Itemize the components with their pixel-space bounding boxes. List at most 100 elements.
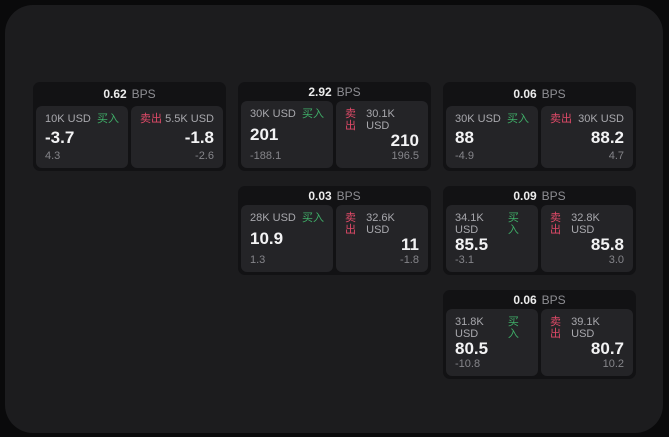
buy-price: 201 [250, 125, 279, 144]
buy-label: 买入 [302, 212, 324, 224]
buy-panel-top: 31.8K USD 买入 [455, 316, 529, 340]
buy-quote-panel[interactable]: 10K USD 买入 -3.7 4.3 [36, 106, 128, 168]
buy-panel-top: 30K USD 买入 [455, 113, 529, 125]
buy-label: 买入 [97, 113, 119, 125]
sell-panel-top: 卖出 32.6K USD [345, 212, 419, 236]
buy-price: 80.5 [455, 339, 489, 358]
sell-quote-panel[interactable]: 卖出 32.8K USD 85.8 3.0 [541, 205, 633, 272]
sell-price: 210 [390, 131, 419, 150]
quote-card: 2.92 BPS 30K USD 买入 201 -188.1 卖出 30.1K … [238, 82, 431, 171]
bps-value: 0.03 [308, 188, 332, 203]
buy-sub-value: -3.1 [455, 254, 474, 266]
sell-price: -1.8 [184, 127, 214, 147]
sell-quote-panel[interactable]: 卖出 30.1K USD 210 196.5 [336, 101, 428, 168]
sell-amount-label: 32.6K USD [366, 212, 395, 236]
buy-sub-value: 1.3 [250, 254, 266, 266]
cards-grid: 0.62 BPS 10K USD 买入 -3.7 4.3 卖出 5.5K USD… [33, 82, 636, 379]
card-header: 0.03 BPS [238, 186, 431, 205]
card-header: 0.09 BPS [443, 186, 636, 205]
bps-value: 0.06 [513, 87, 537, 101]
sell-price: 85.8 [590, 235, 624, 254]
sell-amount-label: 32.8K USD [571, 212, 600, 236]
sell-panel-top: 卖出 5.5K USD [140, 113, 214, 125]
buy-amount-label: 30K USD [455, 113, 501, 125]
buy-sub-value: -4.9 [455, 150, 474, 162]
buy-quote-panel[interactable]: 31.8K USD 买入 80.5 -10.8 [446, 309, 538, 376]
bps-value: 0.06 [513, 292, 537, 307]
sell-label: 卖出 [550, 316, 561, 340]
buy-amount-label: 31.8K USD [455, 316, 484, 340]
bps-unit: BPS [541, 292, 566, 307]
sell-quote-panel[interactable]: 卖出 30K USD 88.2 4.7 [541, 106, 633, 168]
sell-price: 88.2 [590, 127, 624, 147]
quotes-panel: 0.62 BPS 10K USD 买入 -3.7 4.3 卖出 5.5K USD… [5, 5, 663, 433]
buy-amount-label: 28K USD [250, 212, 296, 224]
sell-amount-label: 39.1K USD [571, 316, 600, 340]
sell-panel-top: 卖出 32.8K USD [550, 212, 624, 236]
sell-amount-label: 5.5K USD [165, 113, 214, 125]
bps-value: 2.92 [308, 84, 332, 99]
quote-panels: 28K USD 买入 10.9 1.3 卖出 32.6K USD 11 -1.8 [238, 205, 431, 275]
bps-unit: BPS [336, 188, 361, 203]
card-header: 0.62 BPS [33, 82, 226, 106]
sell-label: 卖出 [345, 108, 356, 132]
quote-panels: 30K USD 买入 88 -4.9 卖出 30K USD 88.2 4.7 [443, 106, 636, 171]
buy-panel-top: 28K USD 买入 [250, 212, 324, 224]
bps-value: 0.09 [513, 188, 537, 203]
buy-price: 10.9 [250, 229, 284, 248]
buy-label: 买入 [507, 316, 519, 340]
buy-quote-panel[interactable]: 34.1K USD 买入 85.5 -3.1 [446, 205, 538, 272]
bps-value: 0.62 [103, 87, 127, 101]
sell-quote-panel[interactable]: 卖出 5.5K USD -1.8 -2.6 [131, 106, 223, 168]
quote-panels: 34.1K USD 买入 85.5 -3.1 卖出 32.8K USD 85.8… [443, 205, 636, 275]
buy-panel-top: 30K USD 买入 [250, 108, 324, 120]
buy-quote-panel[interactable]: 30K USD 买入 201 -188.1 [241, 101, 333, 168]
quote-card: 0.09 BPS 34.1K USD 买入 85.5 -3.1 卖出 32.8K… [443, 186, 636, 275]
sell-sub-value: 10.2 [602, 358, 624, 370]
sell-sub-value: -2.6 [195, 150, 214, 162]
buy-label: 买入 [507, 212, 519, 236]
sell-price: 80.7 [590, 339, 624, 358]
quote-panels: 30K USD 买入 201 -188.1 卖出 30.1K USD 210 1… [238, 101, 431, 171]
buy-sub-value: -188.1 [250, 150, 282, 162]
sell-quote-panel[interactable]: 卖出 39.1K USD 80.7 10.2 [541, 309, 633, 376]
sell-panel-top: 卖出 30K USD [550, 113, 624, 125]
sell-sub-value: 4.7 [608, 150, 624, 162]
buy-amount-label: 30K USD [250, 108, 296, 120]
bps-unit: BPS [131, 87, 156, 101]
quote-card: 0.06 BPS 31.8K USD 买入 80.5 -10.8 卖出 39.1… [443, 290, 636, 379]
buy-sub-value: 4.3 [45, 150, 61, 162]
bps-unit: BPS [541, 188, 566, 203]
sell-label: 卖出 [140, 113, 162, 125]
buy-price: -3.7 [45, 127, 75, 147]
sell-panel-top: 卖出 39.1K USD [550, 316, 624, 340]
buy-price: 85.5 [455, 235, 489, 254]
sell-sub-value: 196.5 [391, 150, 419, 162]
buy-panel-top: 34.1K USD 买入 [455, 212, 529, 236]
sell-label: 卖出 [550, 212, 561, 236]
quote-panels: 31.8K USD 买入 80.5 -10.8 卖出 39.1K USD 80.… [443, 309, 636, 379]
quote-card: 0.62 BPS 10K USD 买入 -3.7 4.3 卖出 5.5K USD… [33, 82, 226, 171]
buy-amount-label: 10K USD [45, 113, 91, 125]
sell-label: 卖出 [345, 212, 356, 236]
sell-amount-label: 30K USD [578, 113, 624, 125]
quote-panels: 10K USD 买入 -3.7 4.3 卖出 5.5K USD -1.8 -2.… [33, 106, 226, 171]
buy-quote-panel[interactable]: 28K USD 买入 10.9 1.3 [241, 205, 333, 272]
sell-panel-top: 卖出 30.1K USD [345, 108, 419, 132]
buy-amount-label: 34.1K USD [455, 212, 484, 236]
sell-sub-value: 3.0 [608, 254, 624, 266]
buy-label: 买入 [507, 113, 529, 125]
card-header: 2.92 BPS [238, 82, 431, 101]
quote-card: 0.06 BPS 30K USD 买入 88 -4.9 卖出 30K USD 8… [443, 82, 636, 171]
quote-card: 0.03 BPS 28K USD 买入 10.9 1.3 卖出 32.6K US… [238, 186, 431, 275]
buy-panel-top: 10K USD 买入 [45, 113, 119, 125]
buy-sub-value: -10.8 [455, 358, 481, 370]
bps-unit: BPS [541, 87, 566, 101]
sell-amount-label: 30.1K USD [366, 108, 395, 132]
buy-label: 买入 [302, 108, 324, 120]
sell-sub-value: -1.8 [400, 254, 419, 266]
bps-unit: BPS [336, 84, 361, 99]
buy-quote-panel[interactable]: 30K USD 买入 88 -4.9 [446, 106, 538, 168]
sell-quote-panel[interactable]: 卖出 32.6K USD 11 -1.8 [336, 205, 428, 272]
card-header: 0.06 BPS [443, 290, 636, 309]
